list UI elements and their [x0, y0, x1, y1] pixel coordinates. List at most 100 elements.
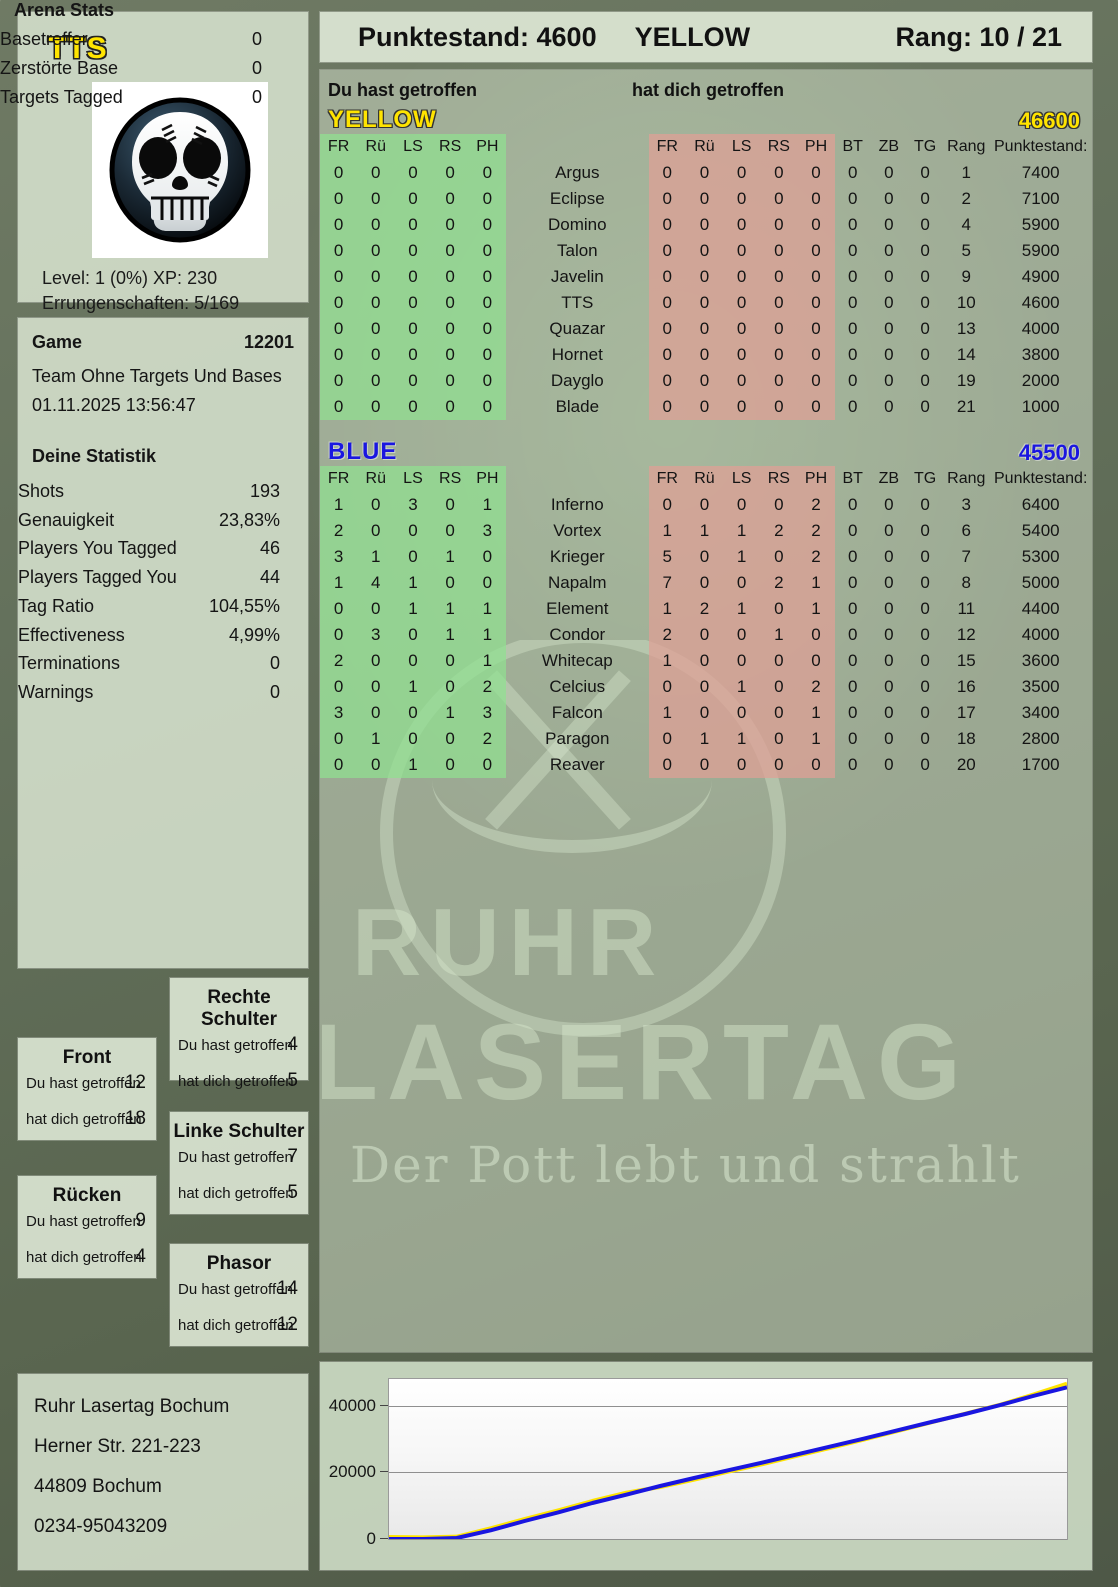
cell-player-name: Dayglo	[550, 371, 604, 390]
arena-stat-label: Targets Tagged	[0, 87, 123, 107]
cell-them-hit: 0	[685, 700, 724, 726]
team-block: BLUE 45500 FR Rü LS RS PH FR Rü LS RS PH BT ZB TG Rang P…	[320, 438, 1092, 778]
table-row[interactable]: 0 0 1 0 2 Celcius 0 0 1 0 2 0 0 0 16 3500	[320, 674, 1092, 700]
table-row[interactable]: 1 0 3 0 1 Inferno 0 0 0 0 2 0 0 0 3 6400	[320, 492, 1092, 518]
table-row[interactable]: 0 0 1 1 1 Element 1 2 1 0 1 0 0 0 11 4400	[320, 596, 1092, 622]
cell-them-hit: 0	[760, 264, 798, 290]
table-row[interactable]: 2 0 0 0 1 Whitecap 1 0 0 0 0 0 0 0 15 3600	[320, 648, 1092, 674]
cell-extra: 0	[920, 267, 930, 286]
cell-them-hit: 0	[723, 290, 761, 316]
cell-points: 5000	[1021, 573, 1060, 592]
table-row[interactable]: 0 0 0 0 0 Domino 0 0 0 0 0 0 0 0 4 5900	[320, 212, 1092, 238]
table-row[interactable]: 0 0 0 0 0 Dayglo 0 0 0 0 0 0 0 0 19 2000	[320, 368, 1092, 394]
bodybox-got-row: hat dich getroffen 5	[178, 1182, 298, 1215]
cell-player-name: Paragon	[545, 729, 610, 748]
table-row[interactable]: 0 1 0 0 2 Paragon 0 1 1 0 1 0 0 0 18 2800	[320, 726, 1092, 752]
chart-tick-mark	[380, 1538, 388, 1539]
cell-you-hit: 0	[394, 700, 432, 726]
team-total-score: 45500	[1018, 440, 1080, 465]
table-row[interactable]: 3 1 0 1 0 Krieger 5 0 1 0 2 0 0 0 7 5300	[320, 544, 1092, 570]
cell-you-hit: 0	[431, 648, 469, 674]
chart-tick-mark	[380, 1471, 388, 1473]
table-row[interactable]: 0 0 0 0 0 Blade 0 0 0 0 0 0 0 0 21 1000	[320, 394, 1092, 420]
cell-them-hit: 0	[648, 316, 686, 342]
cell-them-hit: 1	[648, 596, 686, 622]
cell-them-hit: 2	[648, 622, 686, 648]
bodybox-title: Rücken	[52, 1185, 122, 1206]
table-row[interactable]: 0 0 0 0 0 Talon 0 0 0 0 0 0 0 0 5 5900	[320, 238, 1092, 264]
cell-them-hit: 1	[723, 726, 761, 752]
bodybox-title: Front	[62, 1047, 112, 1068]
cell-you-hit: 0	[468, 160, 506, 186]
arena-stat-value: 0	[251, 58, 262, 78]
table-row[interactable]: 0 0 0 0 0 Hornet 0 0 0 0 0 0 0 0 14 3800	[320, 342, 1092, 368]
cell-player-name: Argus	[555, 163, 600, 182]
cell-them-hit: 0	[760, 290, 798, 316]
table-row[interactable]: 0 0 0 0 0 Quazar 0 0 0 0 0 0 0 0 13 4000	[320, 316, 1092, 342]
cell-you-hit: 0	[394, 726, 432, 752]
cell-extra: 0	[884, 755, 894, 774]
team-total-score: 46600	[1018, 108, 1080, 133]
cell-extra: 0	[920, 547, 930, 566]
cell-extra: 0	[920, 293, 930, 312]
chart-series-svg	[389, 1381, 1067, 1539]
arena-stat-row: Basetreffer 0	[0, 29, 262, 58]
game-title: Game	[32, 332, 83, 352]
cell-you-hit: 0	[357, 212, 395, 238]
table-row[interactable]: 1 4 1 0 0 Napalm 7 0 0 2 1 0 0 0 8 5000	[320, 570, 1092, 596]
table-row[interactable]: 0 3 0 1 1 Condor 2 0 0 1 0 0 0 0 12 4000	[320, 622, 1092, 648]
cell-you-hit: 0	[320, 238, 358, 264]
cell-you-hit: 0	[431, 342, 469, 368]
cell-them-hit: 0	[685, 570, 724, 596]
cell-extra: 0	[884, 241, 894, 260]
cell-you-hit: 1	[394, 570, 432, 596]
arena-stat-row: Zerstörte Base 0	[0, 58, 262, 87]
col-header-you: FR	[320, 134, 358, 160]
bodybox-got-label: hat dich getroffen	[178, 1073, 294, 1090]
cell-them-hit: 1	[723, 544, 761, 570]
cell-you-hit: 0	[431, 160, 469, 186]
arena-title-row: Arena Stats	[14, 0, 276, 29]
cell-them-hit: 0	[723, 648, 761, 674]
col-header-extra: TG	[913, 470, 937, 487]
cell-them-hit: 0	[685, 368, 724, 394]
table-row[interactable]: 0 0 0 0 0 Eclipse 0 0 0 0 0 0 0 0 2 7100	[320, 186, 1092, 212]
team-header: YELLOW 46600	[320, 106, 1092, 134]
cell-you-hit: 1	[431, 700, 469, 726]
table-row[interactable]: 0 0 0 0 0 TTS 0 0 0 0 0 0 0 0 10 4600	[320, 290, 1092, 316]
player-achievements: Errungenschaften: 5/169	[42, 293, 240, 313]
cell-them-hit: 0	[797, 186, 835, 212]
cell-you-hit: 0	[320, 368, 358, 394]
cell-you-hit: 0	[357, 368, 395, 394]
cell-you-hit: 0	[431, 492, 469, 518]
cell-you-hit: 0	[468, 186, 506, 212]
team-name: YELLOW	[328, 106, 437, 133]
cell-them-hit: 0	[648, 492, 686, 518]
cell-extra: 0	[847, 371, 858, 390]
bodybox-hit-row: Du hast getroffen 12	[26, 1072, 146, 1105]
cell-extra: 0	[847, 241, 858, 260]
table-row[interactable]: 0 0 1 0 0 Reaver 0 0 0 0 0 0 0 0 20 1700	[320, 752, 1092, 778]
chart-y-tick-label: 20000	[328, 1462, 376, 1482]
arena-stat-row: Targets Tagged 0	[0, 87, 262, 116]
cell-them-hit: 0	[685, 648, 724, 674]
cell-them-hit: 1	[723, 596, 761, 622]
cell-them-hit: 0	[723, 394, 761, 420]
stat-value: 44	[259, 567, 280, 588]
cell-extra: 0	[884, 573, 894, 592]
cell-points: 3400	[1021, 703, 1060, 722]
table-row[interactable]: 0 0 0 0 0 Javelin 0 0 0 0 0 0 0 0 9 4900	[320, 264, 1092, 290]
cell-you-hit: 0	[394, 316, 432, 342]
cell-you-hit: 0	[394, 342, 432, 368]
table-row[interactable]: 3 0 0 1 3 Falcon 1 0 0 0 1 0 0 0 17 3400	[320, 700, 1092, 726]
bodybox-got-row: hat dich getroffen 18	[26, 1108, 146, 1141]
cell-them-hit: 0	[648, 264, 686, 290]
col-header-them: FR	[648, 466, 686, 492]
cell-extra: 0	[920, 703, 930, 722]
cell-extra: 0	[920, 573, 930, 592]
table-row[interactable]: 2 0 0 0 3 Vortex 1 1 1 2 2 0 0 0 6 5400	[320, 518, 1092, 544]
table-row[interactable]: 0 0 0 0 0 Argus 0 0 0 0 0 0 0 0 1 7400	[320, 160, 1092, 186]
arena-title: Arena Stats	[14, 0, 115, 20]
cell-them-hit: 1	[648, 518, 686, 544]
cell-you-hit: 0	[320, 394, 358, 420]
